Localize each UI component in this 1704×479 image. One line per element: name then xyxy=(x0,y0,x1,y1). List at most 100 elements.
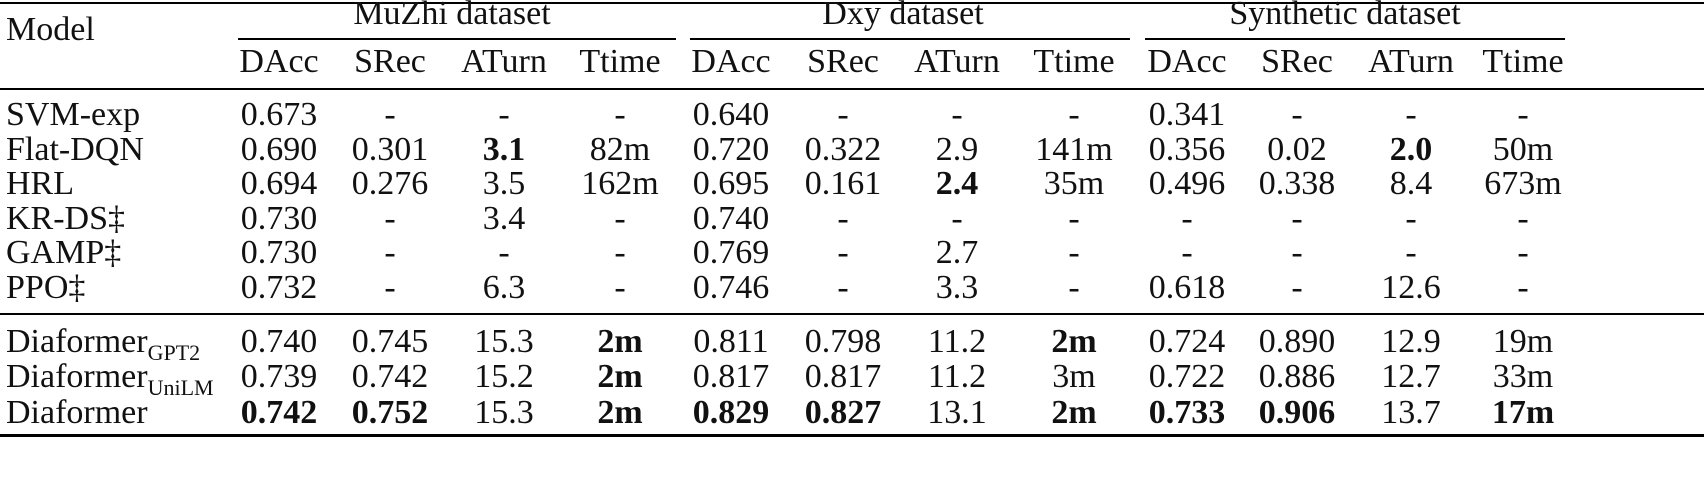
table-cell: 0.732 xyxy=(240,269,318,306)
table-cell: - xyxy=(1405,200,1417,237)
table-cell: 15.2 xyxy=(474,358,534,395)
table-cell: 2m xyxy=(1051,394,1097,431)
table-cell: - xyxy=(837,96,849,133)
table-cell: 0.618 xyxy=(1148,269,1226,306)
table-cell: 2.7 xyxy=(935,234,979,271)
table-cell: 0.746 xyxy=(692,269,770,306)
table-cell: 0.827 xyxy=(804,394,882,431)
table-cell: 2m xyxy=(597,358,643,395)
table-cell: 0.817 xyxy=(804,358,882,395)
table-cell: 0.02 xyxy=(1267,131,1327,168)
table-cell: 0.798 xyxy=(804,323,882,360)
table-cell: 0.724 xyxy=(1148,323,1226,360)
table-cell: 12.7 xyxy=(1381,358,1441,395)
table-cell: 0.276 xyxy=(351,165,429,202)
table-cell: 0.322 xyxy=(804,131,882,168)
table-cell: - xyxy=(837,269,849,306)
table-cell: 0.338 xyxy=(1258,165,1336,202)
table-cell: - xyxy=(837,200,849,237)
table-cell: 2m xyxy=(1051,323,1097,360)
table-cell: 3.5 xyxy=(482,165,526,202)
table-cell: 2.9 xyxy=(935,131,979,168)
table-cell: 141m xyxy=(1035,131,1113,168)
table-cell: 3.3 xyxy=(935,269,979,306)
table-cell: 35m xyxy=(1043,165,1105,202)
table-cell: 33m xyxy=(1492,358,1554,395)
metric-header-srec: SRec xyxy=(807,43,879,80)
metric-header-ttime: Ttime xyxy=(1033,43,1115,80)
table-cell: - xyxy=(1068,96,1080,133)
metric-header-dacc: DAcc xyxy=(1147,43,1227,80)
table-cell: 17m xyxy=(1491,394,1555,431)
metric-header-ttime: Ttime xyxy=(1482,43,1564,80)
group-header-synthetic: Synthetic dataset xyxy=(1229,0,1461,32)
table-cell: - xyxy=(498,234,510,271)
model-name: DiaformerGPT2 xyxy=(6,322,201,365)
metric-header-aturn: ATurn xyxy=(1368,43,1454,80)
table-cell: 0.720 xyxy=(692,131,770,168)
table-cell: 0.730 xyxy=(240,234,318,271)
table-cell: 3.1 xyxy=(482,131,526,168)
table-cell: 11.2 xyxy=(927,323,987,360)
table-cell: 0.640 xyxy=(692,96,770,133)
table-cell: - xyxy=(614,200,626,237)
table-cell: - xyxy=(614,96,626,133)
table-cell: 0.906 xyxy=(1258,394,1336,431)
table-cell: 0.341 xyxy=(1148,96,1226,133)
table-cell: 15.3 xyxy=(474,394,534,431)
table-cell: - xyxy=(1517,96,1529,133)
table-cell: - xyxy=(614,234,626,271)
table-cell: 0.694 xyxy=(240,165,318,202)
group-rule-muzhi xyxy=(238,38,676,40)
table-cell: 0.742 xyxy=(351,358,429,395)
table-cell: - xyxy=(1291,200,1303,237)
mid-rule xyxy=(0,313,1704,315)
table-cell: - xyxy=(1517,234,1529,271)
metric-header-dacc: DAcc xyxy=(691,43,771,80)
table-cell: 8.4 xyxy=(1389,165,1433,202)
table-cell: - xyxy=(384,96,396,133)
table-cell: 50m xyxy=(1492,131,1554,168)
table-cell: 0.769 xyxy=(692,234,770,271)
model-name-text: SVM-exp xyxy=(6,96,141,133)
table-cell: 0.740 xyxy=(240,323,318,360)
group-rule-synthetic xyxy=(1145,38,1565,40)
table-cell: - xyxy=(1291,96,1303,133)
metric-header-aturn: ATurn xyxy=(914,43,1000,80)
model-name-text: Diaformer xyxy=(6,323,148,360)
model-name-text: Flat-DQN xyxy=(6,131,144,168)
table-cell: - xyxy=(384,200,396,237)
metric-header-srec: SRec xyxy=(354,43,426,80)
table-cell: 0.740 xyxy=(692,200,770,237)
table-cell: - xyxy=(951,200,963,237)
table-cell: - xyxy=(1068,269,1080,306)
top-rule xyxy=(0,2,1704,4)
table-cell: 0.730 xyxy=(240,200,318,237)
table-cell: 0.496 xyxy=(1148,165,1226,202)
table-cell: 0.739 xyxy=(240,358,318,395)
table-cell: 0.811 xyxy=(693,323,769,360)
table-cell: - xyxy=(1517,269,1529,306)
model-column-header: Model xyxy=(6,11,95,48)
table-cell: 0.695 xyxy=(692,165,770,202)
table-cell: 0.356 xyxy=(1148,131,1226,168)
model-name: Diaformer xyxy=(6,393,148,433)
table-cell: 2m xyxy=(597,394,643,431)
table-cell: 0.722 xyxy=(1148,358,1226,395)
model-name: HRL xyxy=(6,164,74,204)
table-cell: 0.690 xyxy=(240,131,318,168)
table-cell: 19m xyxy=(1492,323,1554,360)
table-cell: 12.6 xyxy=(1381,269,1441,306)
table-cell: - xyxy=(498,96,510,133)
table-cell: - xyxy=(614,269,626,306)
group-rule-dxy xyxy=(690,38,1130,40)
table-cell: - xyxy=(1405,234,1417,271)
model-name-subscript: GPT2 xyxy=(147,340,201,365)
metric-header-srec: SRec xyxy=(1261,43,1333,80)
model-name: GAMP‡ xyxy=(6,233,121,273)
table-cell: - xyxy=(951,96,963,133)
table-cell: 0.301 xyxy=(351,131,429,168)
table-cell: 15.3 xyxy=(474,323,534,360)
table-cell: 11.2 xyxy=(927,358,987,395)
table-cell: - xyxy=(1405,96,1417,133)
